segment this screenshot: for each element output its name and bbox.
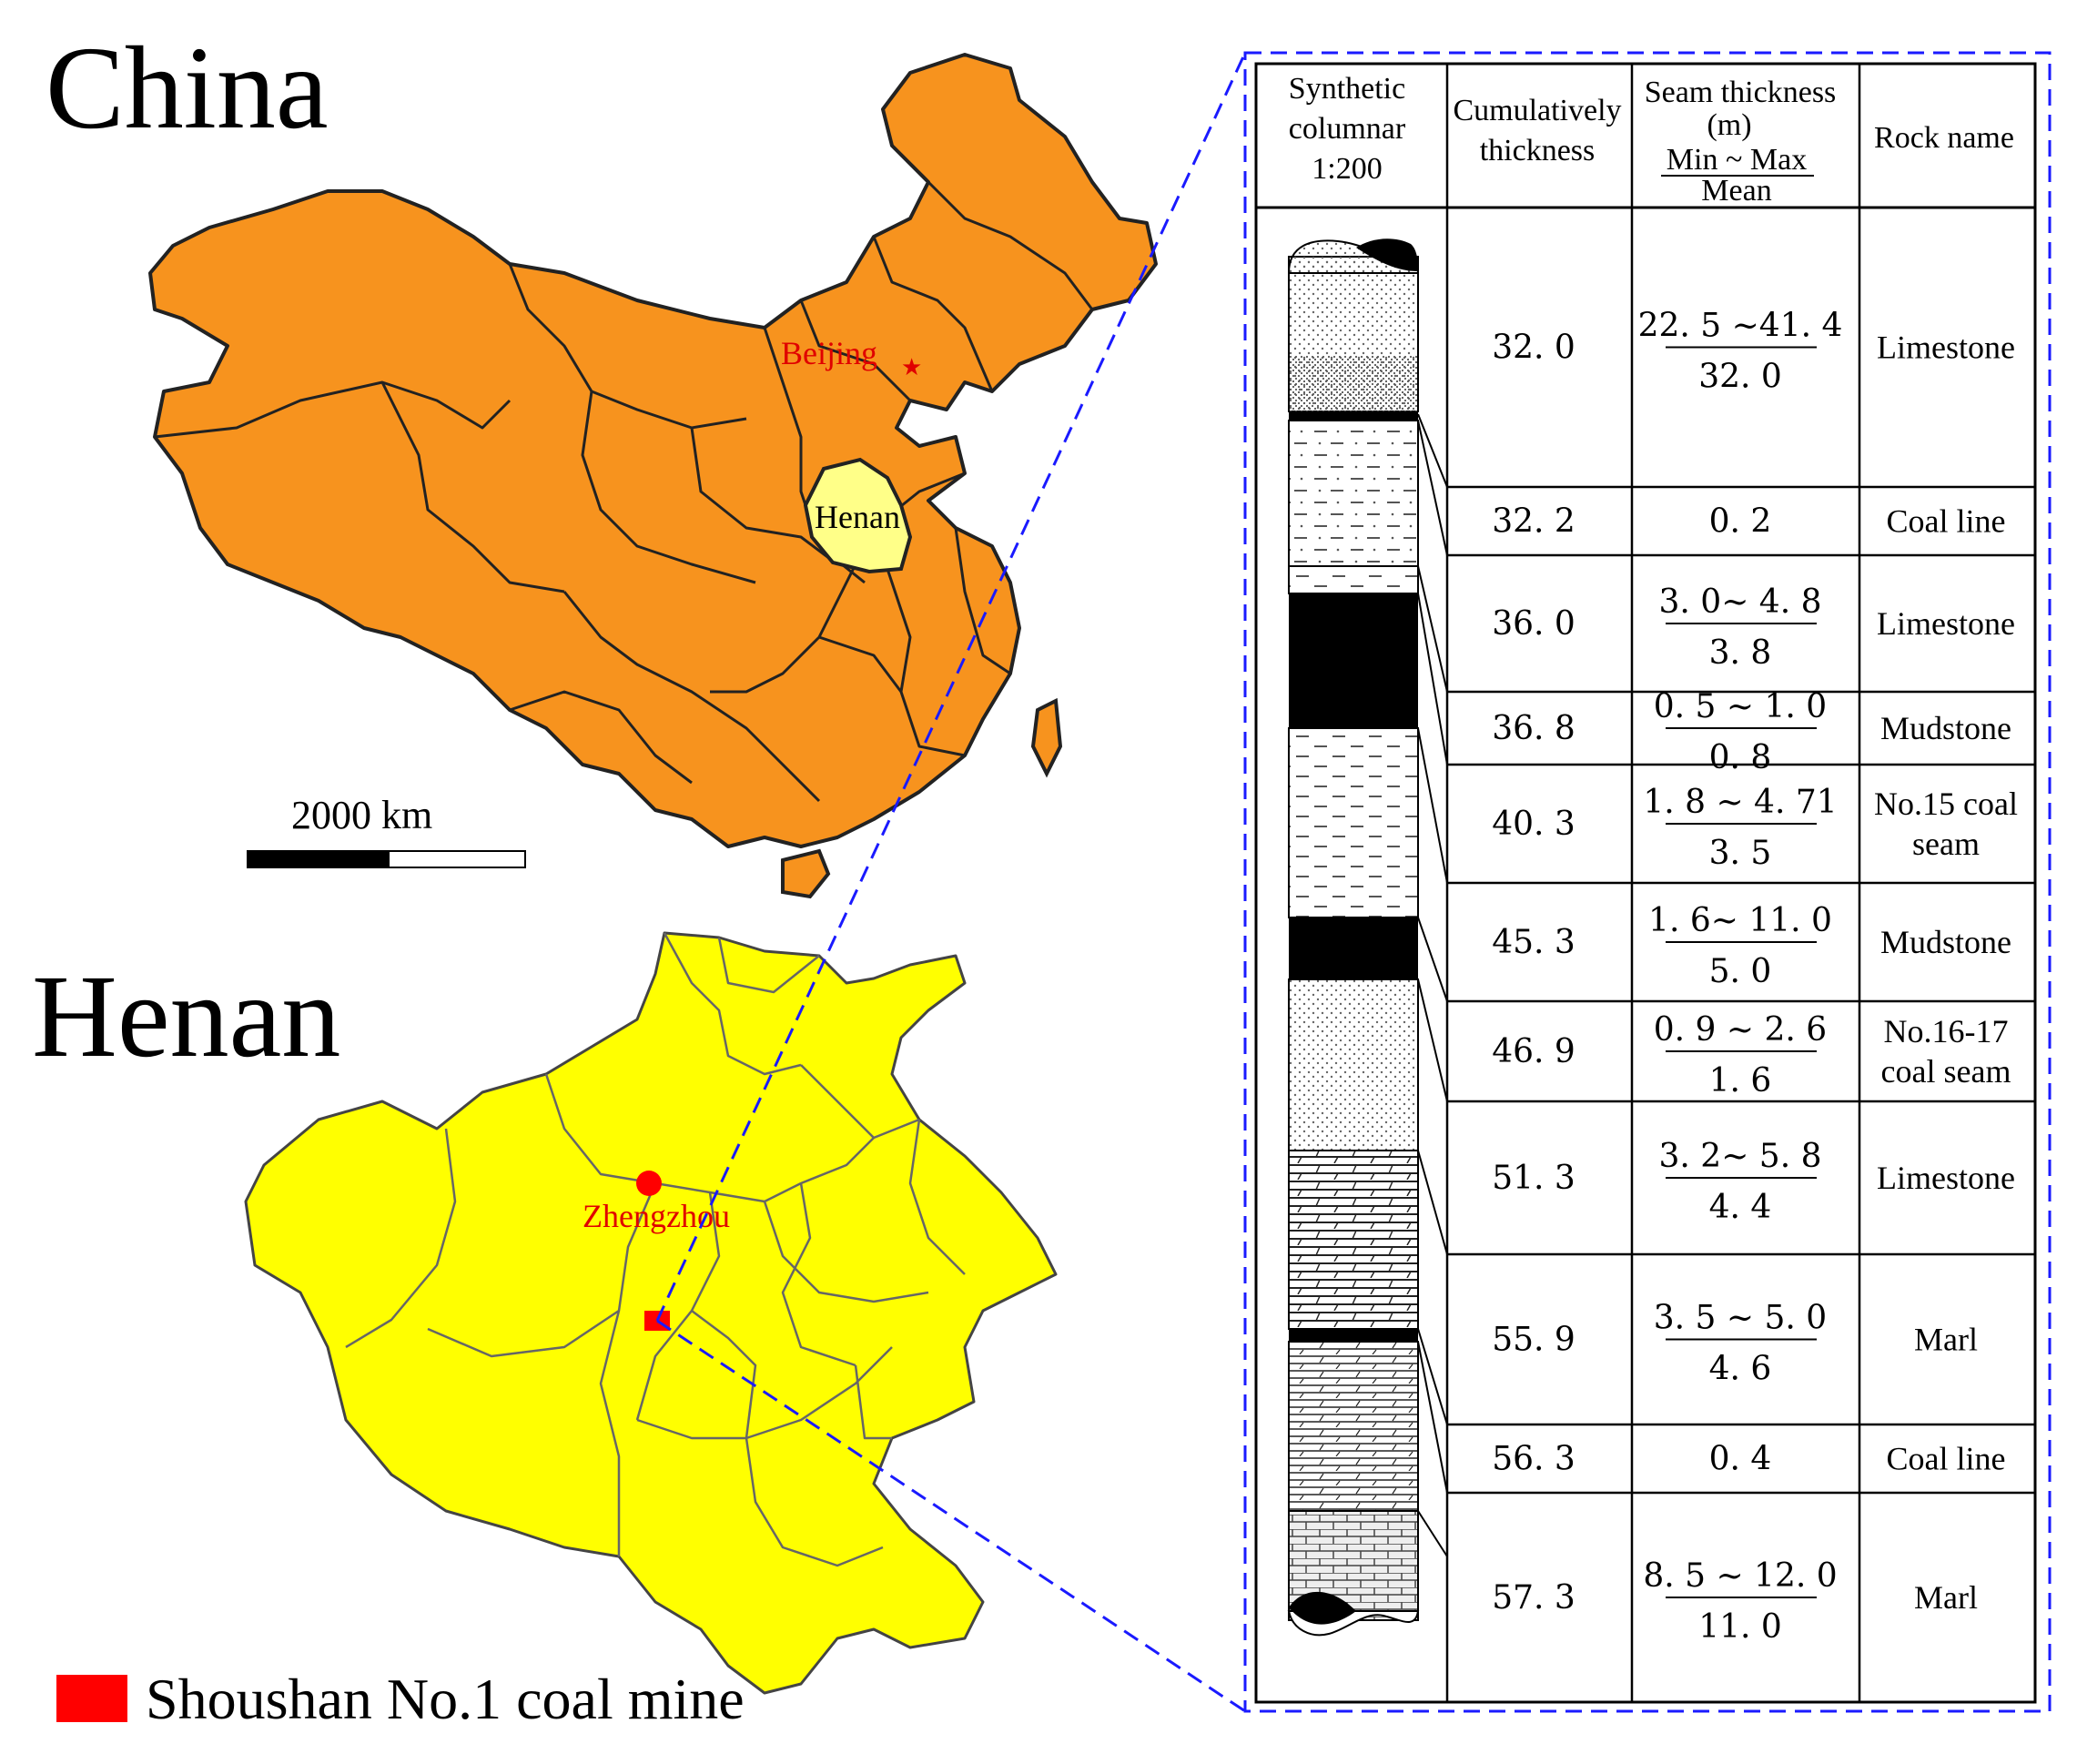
thickness-mean: 0. 2 — [1709, 503, 1772, 541]
thickness-mean: 11. 0 — [1698, 1608, 1782, 1646]
cumulative-thickness: 36. 0 — [1492, 605, 1575, 643]
taiwan-island — [1030, 697, 1063, 778]
rock-name: Coal line — [1887, 503, 2006, 540]
thickness-range: 3. 5 ~ 5. 0 — [1654, 1300, 1827, 1337]
thickness-range: 3. 2~ 5. 8 — [1659, 1138, 1822, 1175]
thickness-mean: 1. 6 — [1709, 1062, 1772, 1100]
scale-bar-white-segment — [388, 850, 526, 868]
beijing-label: Beijing — [781, 335, 877, 371]
cumulative-thickness: 36. 8 — [1492, 710, 1575, 747]
thickness-mean: 4. 4 — [1709, 1189, 1772, 1226]
rock-name: Marl — [1914, 1579, 1978, 1616]
cumulative-thickness: 56. 3 — [1492, 1441, 1575, 1478]
thickness-mean: 3. 5 — [1709, 835, 1772, 872]
thickness-mean: 5. 0 — [1709, 953, 1772, 990]
cumulative-thickness: 57. 3 — [1492, 1579, 1575, 1617]
thickness-mean: 0. 4 — [1709, 1441, 1772, 1478]
thickness-range: 3. 0~ 4. 8 — [1659, 583, 1822, 621]
zhengzhou-label: Zhengzhou — [583, 1198, 730, 1234]
cumulative-thickness: 46. 9 — [1492, 1033, 1575, 1070]
layer-coal-line-1 — [1289, 411, 1418, 421]
zoom-connector-lines — [655, 52, 1247, 1713]
header-seam-line1: Seam thickness — [1645, 76, 1837, 109]
china-map: Beijing ★ Henan — [148, 53, 1158, 899]
henan-map: Zhengzhou — [244, 931, 1058, 1695]
header-synthetic-line1: Synthetic — [1289, 72, 1405, 106]
thickness-range: 22. 5 ~41. 4 — [1638, 308, 1843, 345]
header-seam-line2: (m) — [1707, 108, 1751, 142]
thickness-mean: 4. 6 — [1709, 1351, 1772, 1388]
zhengzhou-marker — [636, 1171, 662, 1196]
rock-name: No.15 coal — [1874, 786, 2018, 822]
cumulative-thickness: 45. 3 — [1492, 924, 1575, 961]
thickness-range: 0. 9 ~ 2. 6 — [1654, 1011, 1827, 1049]
cumulative-thickness: 40. 3 — [1492, 806, 1575, 843]
rock-name: No.16-17 — [1884, 1013, 2009, 1049]
cumulative-thickness: 55. 9 — [1492, 1322, 1575, 1359]
rock-name: Coal line — [1887, 1441, 2006, 1477]
cumulative-thickness: 32. 2 — [1492, 503, 1575, 541]
rock-name: Limestone — [1877, 605, 2015, 642]
legend: Shoushan No.1 coal mine — [56, 1667, 745, 1731]
henan-title: Henan — [32, 951, 340, 1082]
layer-coal-line-2 — [1289, 1329, 1418, 1342]
rock-name: Marl — [1914, 1322, 1978, 1358]
thickness-range: 0. 5 ~ 1. 0 — [1654, 688, 1827, 725]
province-borders — [154, 180, 1094, 803]
scale-bar: 2000 km — [247, 793, 526, 868]
header-synthetic-line2: columnar — [1289, 112, 1406, 146]
header-cumulative-line2: thickness — [1480, 134, 1596, 167]
header-synthetic-line3: 1:200 — [1312, 152, 1382, 186]
thickness-range: 1. 8 ~ 4. 71 — [1643, 784, 1837, 821]
stratigraphic-panel: Synthetic columnar 1:200 Cumulatively th… — [1243, 51, 2052, 1713]
rock-name: Mudstone — [1880, 924, 2011, 960]
rock-name: Limestone — [1877, 329, 2015, 366]
henan-map-label: Henan — [815, 499, 900, 535]
layer-mudstone — [1288, 727, 1419, 918]
scale-bar-label: 2000 km — [291, 793, 432, 837]
rock-name: seam — [1912, 826, 1980, 862]
rock-name: coal seam — [1881, 1053, 2011, 1090]
layer-marl — [1288, 1341, 1419, 1512]
rock-name: Limestone — [1877, 1160, 2015, 1196]
header-rock-name: Rock name — [1874, 121, 2014, 155]
china-title: China — [46, 23, 329, 154]
china-outline — [148, 53, 1158, 848]
cumulative-thickness: 51. 3 — [1492, 1160, 1575, 1197]
synthetic-column — [1287, 238, 1420, 1637]
thickness-range: 8. 5 ~ 12. 0 — [1643, 1557, 1837, 1595]
henan-city-borders — [345, 932, 966, 1567]
layer-coal-thick — [1289, 593, 1418, 728]
layer-dash-dot — [1288, 420, 1419, 567]
legend-label: Shoushan No.1 coal mine — [146, 1667, 745, 1731]
zoom-line-lower — [656, 1319, 1246, 1713]
column-connectors — [1417, 413, 1448, 1557]
scale-bar-black-segment — [247, 850, 390, 868]
thickness-range: 1. 6~ 11. 0 — [1648, 902, 1832, 939]
thickness-mean: 32. 0 — [1698, 359, 1782, 396]
layer-limestone-lower — [1288, 1150, 1419, 1330]
thickness-mean: 3. 8 — [1709, 634, 1772, 672]
hainan-island — [781, 848, 831, 899]
beijing-star-icon: ★ — [901, 354, 922, 380]
header-cumulative-line1: Cumulatively — [1453, 94, 1621, 127]
cumulative-thickness: 32. 0 — [1492, 329, 1575, 367]
table-rows: 32. 0 22. 5 ~41. 4 32. 0 Limestone 32. 2 0. 2… — [1447, 308, 2035, 1646]
legend-swatch — [56, 1675, 127, 1722]
layer-coal-15 — [1289, 917, 1418, 979]
layer-dotted-middle — [1288, 978, 1419, 1151]
table-header: Synthetic columnar 1:200 Cumulatively th… — [1256, 72, 2035, 209]
header-seam-minmax: Min ~ Max — [1667, 143, 1807, 177]
henan-province-highlight — [803, 457, 913, 574]
zoom-line-upper — [655, 52, 1247, 1322]
thickness-mean: 0. 8 — [1709, 739, 1772, 776]
rock-name: Mudstone — [1880, 710, 2011, 746]
header-seam-mean: Mean — [1701, 174, 1771, 208]
